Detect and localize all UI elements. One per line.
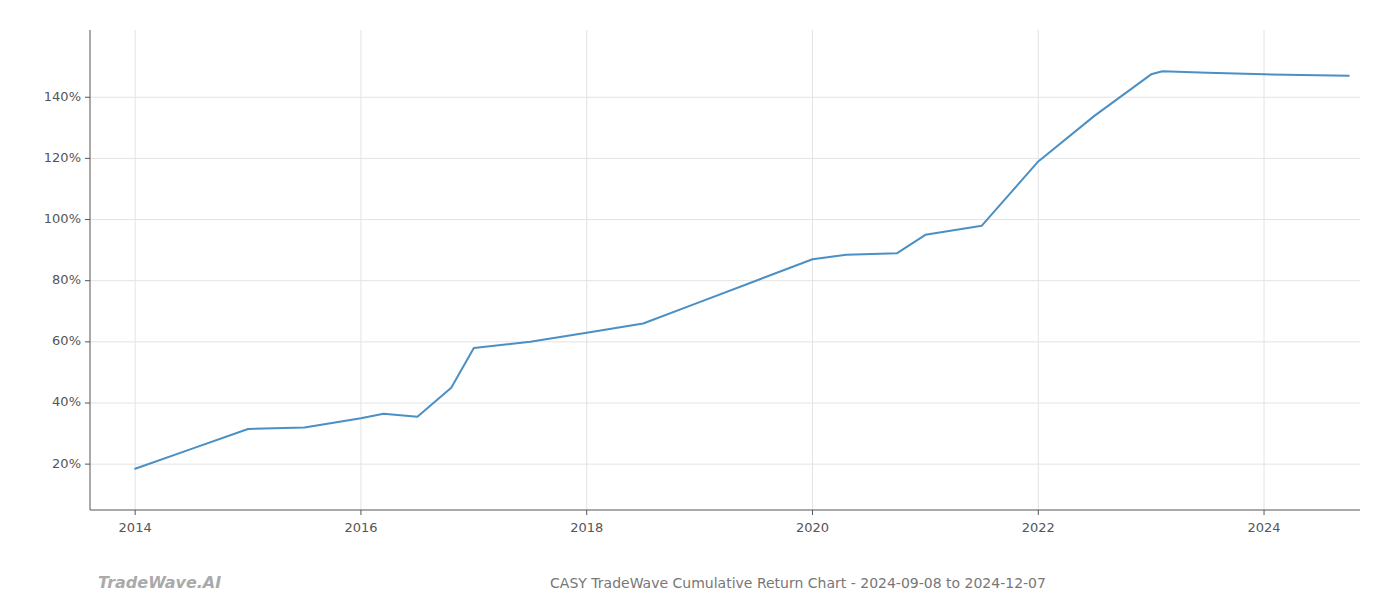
grid [90, 30, 1360, 510]
axes: 20% 40% 60% 80% 100% 120% 140% 2014 2016 2018 2020… [44, 30, 1360, 535]
y-tick-label: 40% [52, 394, 81, 409]
y-tick-label: 140% [44, 89, 81, 104]
y-tick-label: 80% [52, 272, 81, 287]
x-grid-line [360, 30, 361, 510]
x-tick [586, 510, 587, 515]
x-grid-line [812, 30, 813, 510]
x-grid-line [586, 30, 587, 510]
x-tick [360, 510, 361, 515]
y-tick [85, 464, 90, 465]
x-tick-label: 2024 [1247, 520, 1280, 535]
watermark: TradeWave.AI [98, 573, 221, 592]
chart-root: 20% 40% 60% 80% 100% 120% 140% 2014 2016 2018 2020… [0, 0, 1400, 600]
chart-svg: 20% 40% 60% 80% 100% 120% 140% 2014 2016 2018 2020… [0, 0, 1400, 600]
x-tick [1264, 510, 1265, 515]
y-tick [85, 280, 90, 281]
x-tick [135, 510, 136, 515]
x-tick-label: 2020 [796, 520, 829, 535]
y-tick-label: 20% [52, 456, 81, 471]
chart-title: CASY TradeWave Cumulative Return Chart -… [550, 575, 1046, 591]
y-tick-label: 60% [52, 333, 81, 348]
y-tick [85, 158, 90, 159]
y-grid-line [90, 97, 1360, 98]
x-axis-line [90, 510, 1360, 511]
y-grid-line [90, 219, 1360, 220]
line-series [135, 71, 1349, 468]
x-tick-label: 2022 [1022, 520, 1055, 535]
y-grid-line [90, 464, 1360, 465]
x-tick-label: 2014 [119, 520, 152, 535]
y-grid-line [90, 158, 1360, 159]
x-tick [812, 510, 813, 515]
x-grid-line [1038, 30, 1039, 510]
y-tick [85, 97, 90, 98]
x-grid-line [1264, 30, 1265, 510]
y-grid-line [90, 402, 1360, 403]
y-tick [85, 341, 90, 342]
x-grid-line [135, 30, 136, 510]
plot-area [135, 71, 1349, 468]
y-tick-label: 120% [44, 150, 81, 165]
y-tick [85, 219, 90, 220]
y-tick [85, 402, 90, 403]
y-axis-line [90, 30, 91, 510]
y-grid-line [90, 280, 1360, 281]
x-tick-label: 2018 [570, 520, 603, 535]
y-grid-line [90, 341, 1360, 342]
x-tick-label: 2016 [344, 520, 377, 535]
y-tick-label: 100% [44, 211, 81, 226]
x-tick [1038, 510, 1039, 515]
